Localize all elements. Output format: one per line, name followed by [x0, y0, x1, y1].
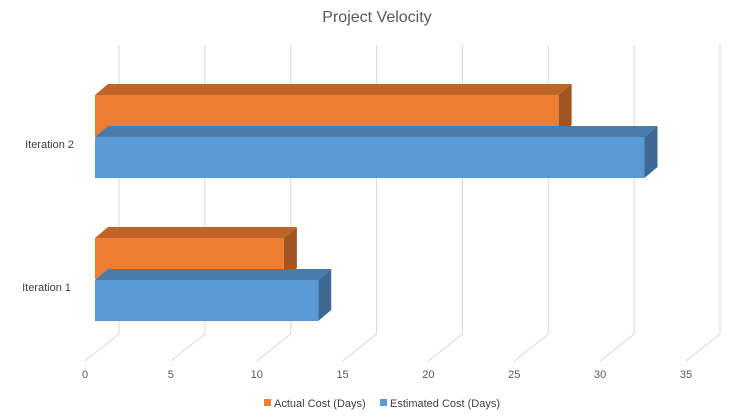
gridline: [599, 45, 635, 362]
x-tick-label: 0: [82, 369, 88, 381]
bar-top-face: [95, 227, 297, 238]
x-tick-label: 15: [336, 369, 348, 381]
bar-side-face: [558, 84, 572, 136]
bar-front-face: [95, 280, 319, 321]
bar-top-face: [95, 269, 332, 280]
bar-top-face: [95, 84, 572, 95]
chart-title: Project Velocity: [322, 9, 431, 26]
bar-top-face: [95, 126, 658, 137]
gridlines: [84, 45, 721, 362]
x-tick-label: 20: [422, 369, 434, 381]
bar: [95, 126, 658, 178]
x-tick-label: 5: [168, 369, 174, 381]
bar: [95, 269, 332, 321]
x-axis-ticks: 0 5 10 15 20 25 30 35: [82, 369, 692, 381]
bar-side-face: [644, 126, 658, 178]
legend-swatch-actual: [264, 399, 271, 406]
bar-side-face: [318, 269, 332, 321]
bar-front-face: [95, 137, 645, 178]
category-label: Iteration 2: [25, 139, 74, 151]
gridline: [685, 45, 721, 362]
legend-swatch-estimated: [380, 399, 387, 406]
legend: Actual Cost (Days) Estimated Cost (Days): [264, 398, 500, 410]
x-tick-label: 10: [251, 369, 263, 381]
x-tick-label: 35: [680, 369, 692, 381]
bars: [95, 84, 658, 321]
x-tick-label: 30: [594, 369, 606, 381]
category-labels: Iteration 2 Iteration 1: [22, 139, 74, 294]
bar-side-face: [283, 227, 297, 279]
category-label: Iteration 1: [22, 282, 71, 294]
x-tick-label: 25: [508, 369, 520, 381]
legend-label-actual: Actual Cost (Days): [274, 398, 366, 410]
legend-label-estimated: Estimated Cost (Days): [390, 398, 500, 410]
